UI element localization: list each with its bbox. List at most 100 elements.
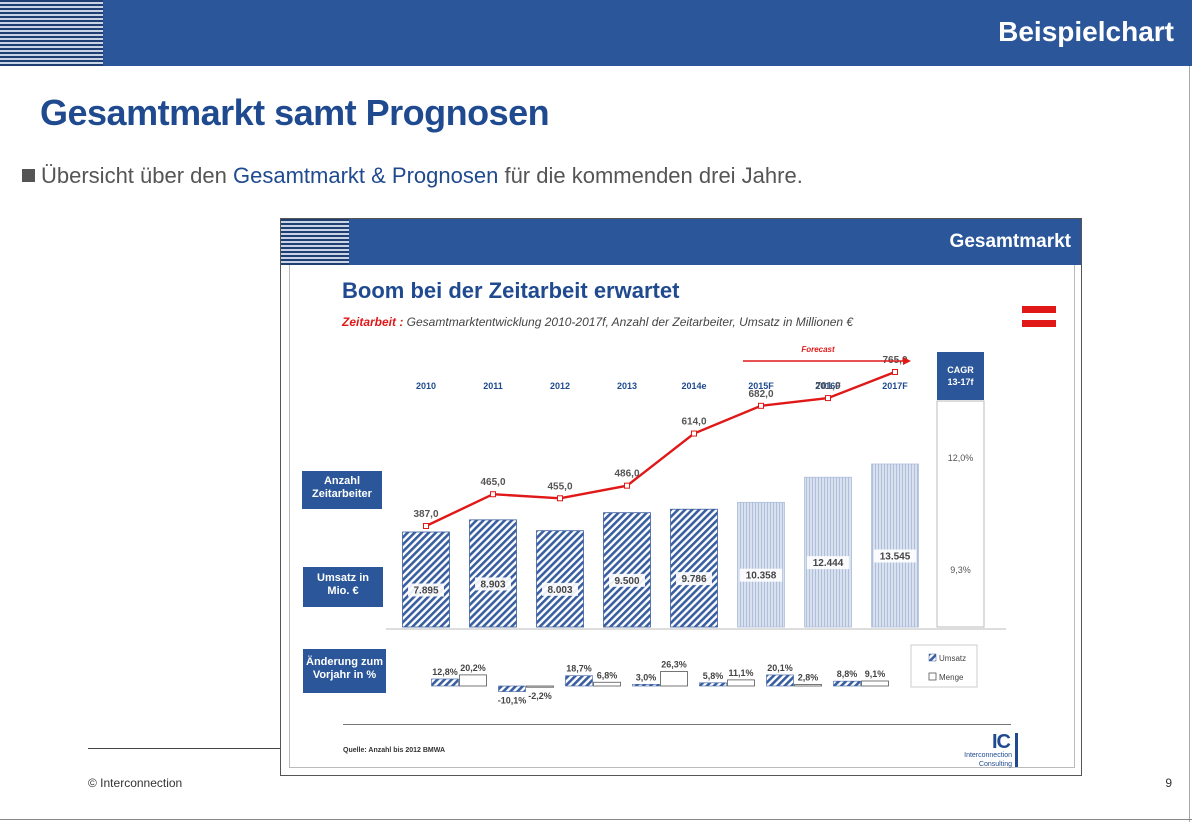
umsatz-bar — [603, 512, 651, 628]
change-menge-label: 9,1% — [865, 669, 886, 679]
category-label: 2010 — [416, 381, 436, 391]
bullet-item: Übersicht über den Gesamtmarkt & Prognos… — [22, 163, 803, 189]
inset-header-title: Gesamtmarkt — [949, 231, 1071, 252]
row-label-box — [303, 649, 386, 693]
forecast-arrow-head — [903, 357, 911, 365]
umsatz-bar — [670, 508, 718, 628]
legend-menge-swatch — [928, 672, 937, 681]
footer-separator — [343, 724, 1011, 725]
row-label-box — [303, 567, 383, 607]
bullet-text-highlight: Gesamtmarkt & Prognosen — [233, 163, 499, 188]
cagr-header-text: CAGR — [947, 365, 974, 375]
umsatz-bar — [871, 463, 919, 628]
row-label-text: Anzahl — [324, 475, 360, 487]
bullet-text-post: für die kommenden drei Jahre. — [498, 163, 803, 188]
logo-bar — [1015, 733, 1018, 767]
line-value-label: 682,0 — [748, 389, 773, 400]
line-marker — [825, 395, 831, 402]
category-label: 2017F — [882, 381, 908, 391]
legend-box — [910, 644, 978, 688]
line-marker — [423, 523, 429, 529]
page-title: Gesamtmarkt samt Prognosen — [40, 92, 550, 133]
cagr-value-box — [936, 400, 985, 628]
chart-subtitle-prefix: Zeitarbeit : — [342, 315, 404, 329]
bar-value-label: 8.903 — [480, 579, 505, 590]
change-menge-label: 2,8% — [798, 672, 819, 682]
change-umsatz-bar — [431, 678, 459, 687]
legend-umsatz-label: Umsatz — [939, 654, 966, 663]
change-menge-bar — [593, 681, 621, 687]
change-menge-label: 6,8% — [597, 670, 618, 680]
change-menge-bar — [459, 674, 487, 687]
cagr-header-text: 13-17f — [947, 377, 974, 387]
line-value-label: 387,0 — [413, 509, 438, 520]
source-note: Quelle: Anzahl bis 2012 BMWA — [343, 747, 446, 754]
line-marker — [691, 430, 697, 437]
interconnection-logo: IC Interconnection Consulting — [952, 731, 1018, 769]
bar-label-bg — [676, 572, 712, 586]
row-label-text: Umsatz in — [317, 572, 369, 584]
change-menge-label: -2,2% — [528, 691, 552, 701]
change-umsatz-bar — [632, 684, 660, 687]
change-menge-bar — [660, 671, 688, 687]
line-marker — [624, 482, 630, 489]
inset-header-bar: Gesamtmarkt — [281, 219, 1081, 265]
category-label: 2011 — [483, 381, 503, 391]
change-umsatz-label: 18,7% — [566, 664, 592, 674]
header-title: Beispielchart — [998, 16, 1174, 47]
umsatz-bar — [536, 530, 584, 628]
chart-subtitle-text: Gesamtmarktentwicklung 2010-2017f, Anzah… — [403, 315, 854, 329]
umsatz-bar — [804, 476, 852, 628]
chart-slide-inset: Gesamtmarkt Boom bei der Zeitarbeit erwa… — [280, 218, 1082, 776]
row-label-box — [302, 471, 382, 509]
line-value-label: 455,0 — [547, 481, 572, 492]
line-value-label: 486,0 — [614, 469, 639, 480]
bullet-square-icon — [22, 169, 35, 182]
bar-label-bg — [806, 556, 850, 570]
inset-frame — [289, 265, 1075, 768]
umsatz-bar — [402, 531, 450, 628]
umsatz-bar — [737, 501, 785, 628]
category-label: 2013 — [617, 381, 637, 391]
line-marker — [557, 495, 563, 502]
footer-copyright: © Interconnection — [88, 776, 183, 790]
change-umsatz-bar — [699, 682, 727, 687]
line-marker — [892, 369, 898, 376]
logo-letters: IC — [992, 731, 1011, 753]
austria-flag-icon — [1022, 306, 1056, 327]
bar-label-bg — [739, 568, 783, 582]
category-label: 2015F — [748, 381, 774, 391]
page-edge-right — [1189, 66, 1190, 822]
chart-subtitle: Zeitarbeit : Gesamtmarktentwicklung 2010… — [342, 315, 853, 329]
cagr-umsatz-value: 9,3% — [950, 565, 971, 575]
legend-menge-label: Menge — [939, 673, 964, 682]
bar-value-label: 9.500 — [614, 576, 639, 587]
logo-text-line1: Interconnection — [964, 752, 1012, 759]
inset-stripe-decoration — [281, 219, 349, 265]
bar-label-bg — [873, 549, 917, 563]
bar-value-label: 9.786 — [681, 574, 706, 585]
change-menge-bar — [861, 680, 889, 687]
change-menge-label: 20,2% — [460, 663, 486, 673]
row-label-text: Vorjahr in % — [313, 669, 377, 681]
change-umsatz-bar — [498, 685, 526, 692]
change-menge-label: 11,1% — [728, 668, 753, 678]
umsatz-bar — [469, 519, 517, 628]
bar-label-bg — [408, 583, 444, 597]
line-marker — [758, 402, 764, 409]
bar-value-label: 7.895 — [413, 585, 438, 596]
change-umsatz-label: 12,8% — [432, 667, 458, 677]
page-edge-bottom — [0, 819, 1192, 820]
row-label-text: Änderung zum — [306, 655, 383, 668]
line-value-label: 465,0 — [480, 477, 505, 488]
change-umsatz-bar — [766, 674, 794, 687]
category-label: 2014e — [681, 381, 706, 391]
bar-label-bg — [609, 573, 645, 587]
change-umsatz-label: 8,8% — [837, 669, 858, 679]
change-umsatz-label: -10,1% — [498, 696, 527, 706]
change-umsatz-bar — [565, 675, 593, 687]
bar-value-label: 12.444 — [813, 558, 844, 569]
category-label: 2016F — [815, 381, 841, 391]
line-value-label: 701,0 — [815, 381, 840, 392]
change-menge-label: 26,3% — [661, 660, 687, 670]
